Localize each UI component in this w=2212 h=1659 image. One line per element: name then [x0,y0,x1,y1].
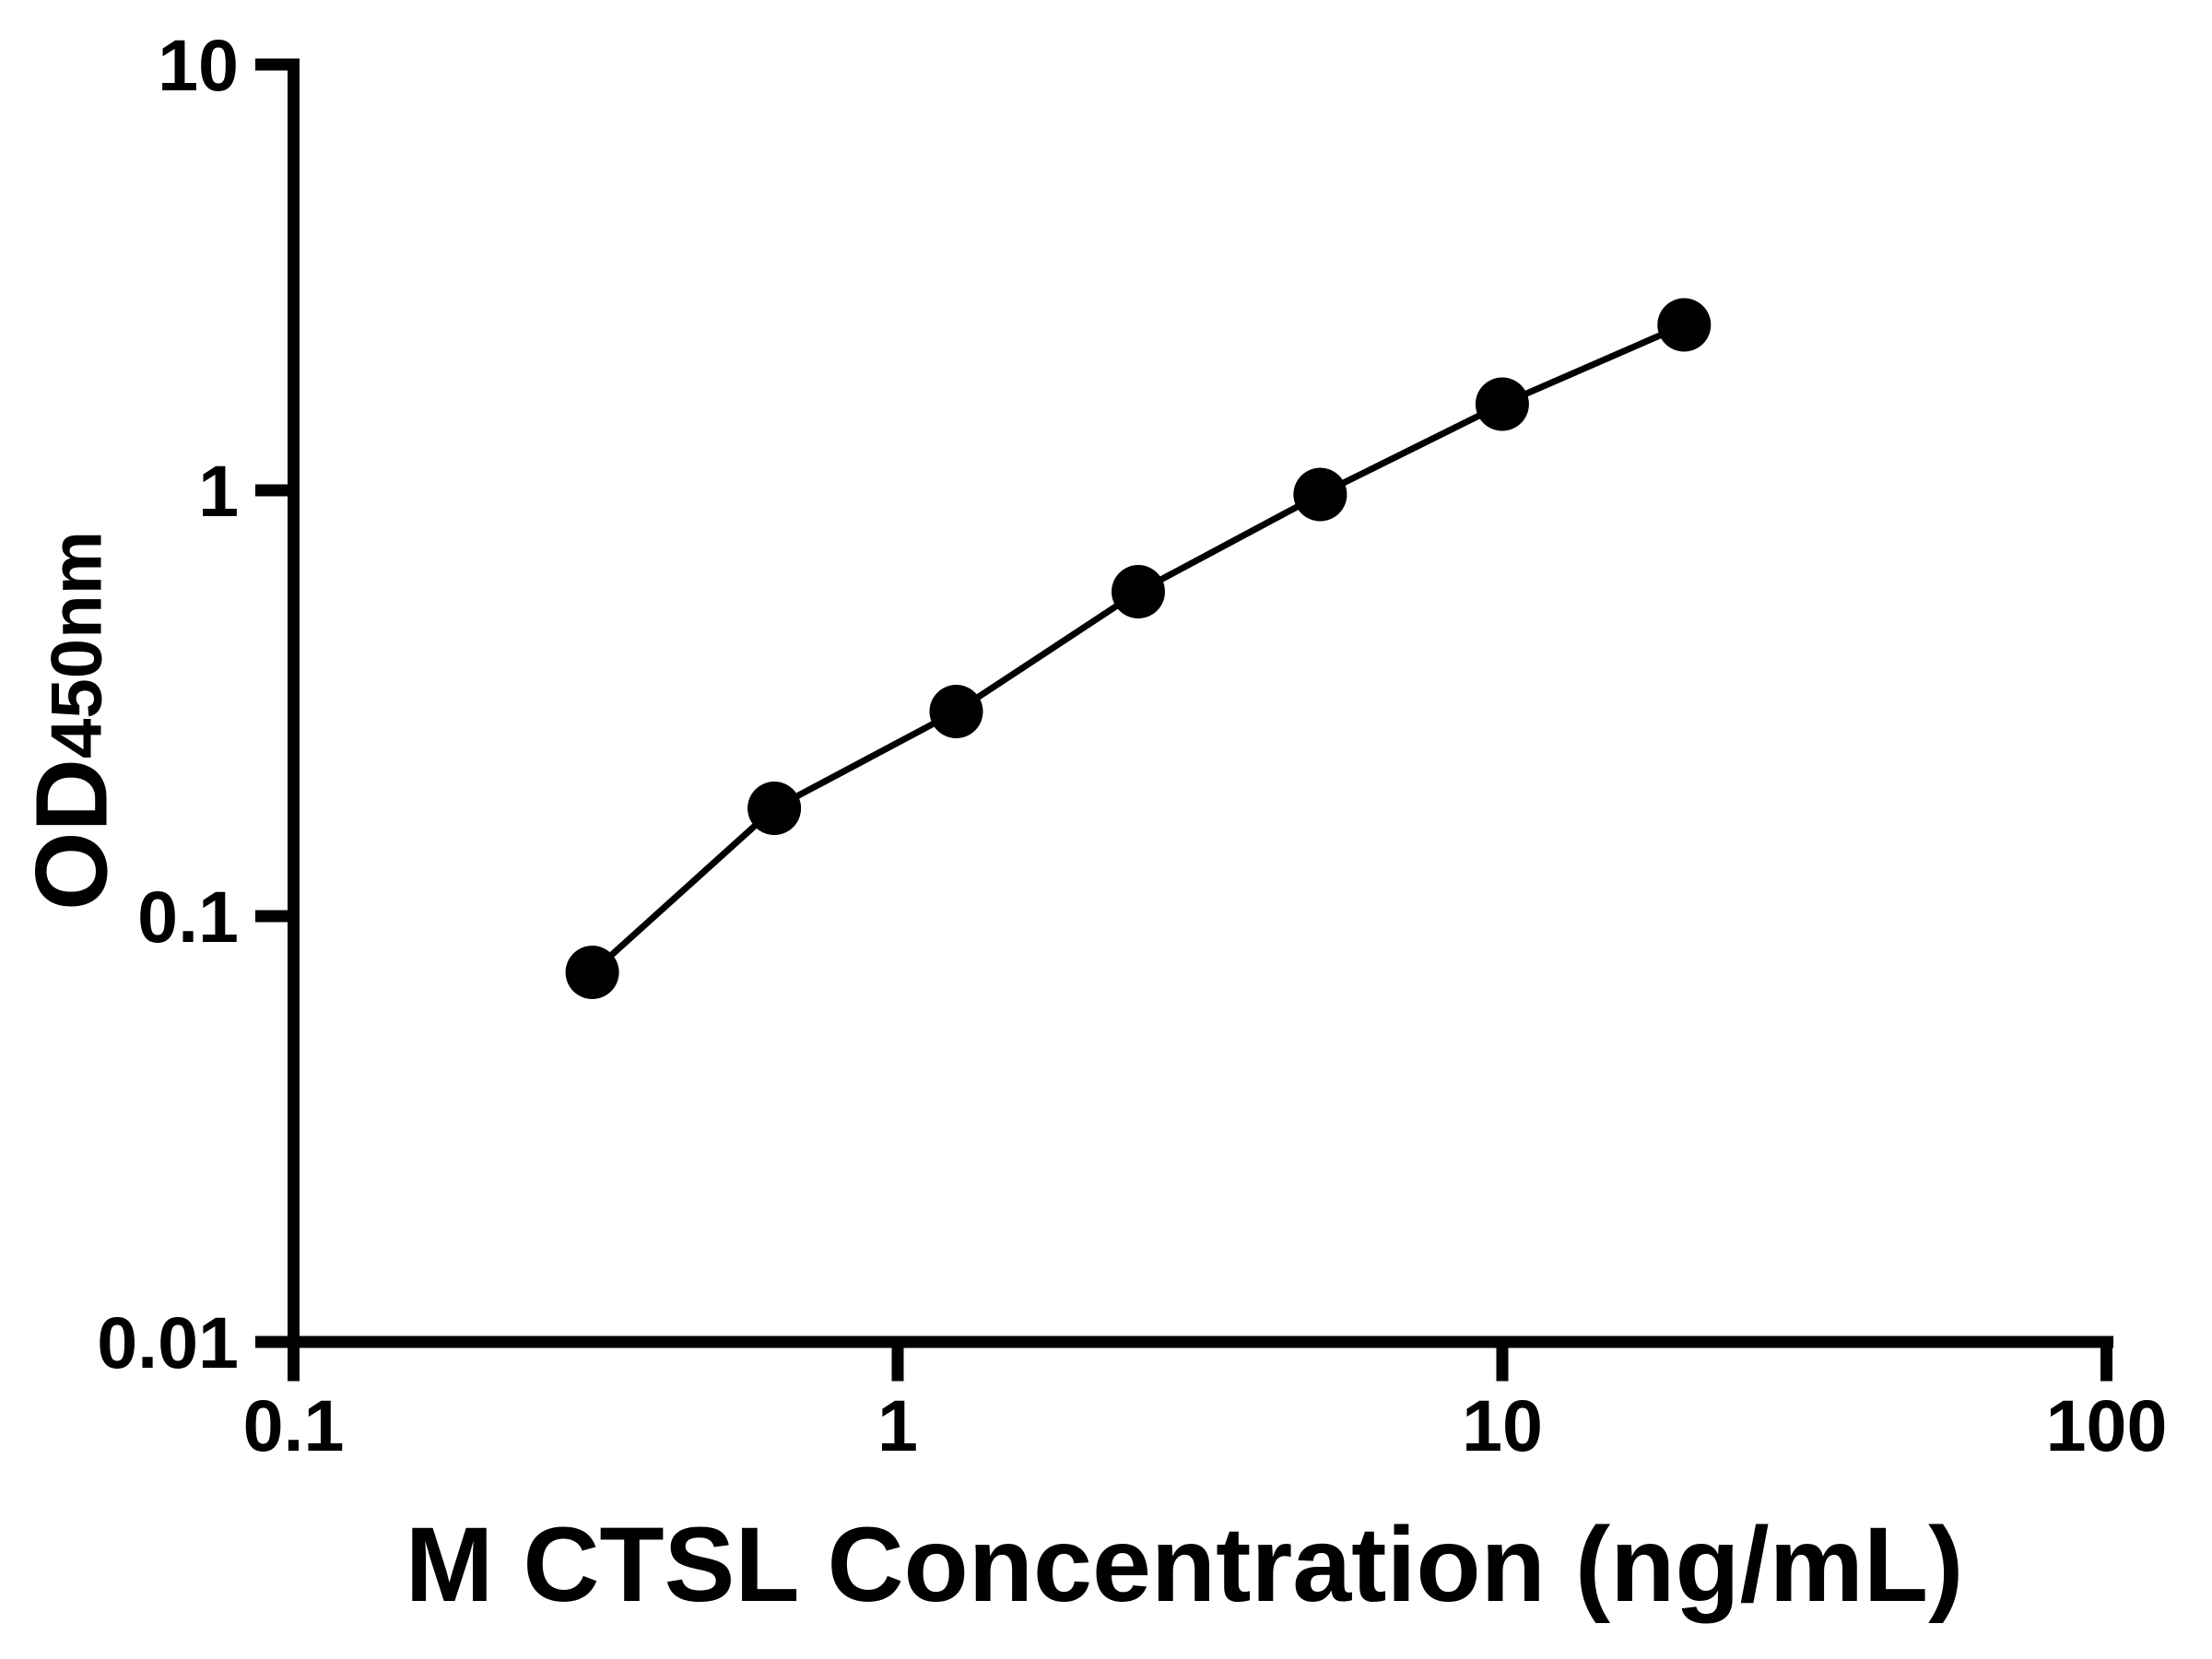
svg-text:100: 100 [2046,1384,2168,1466]
svg-text:10: 10 [1462,1384,1543,1466]
svg-text:1: 1 [877,1384,918,1466]
svg-text:0.1: 0.1 [137,876,239,958]
svg-text:10: 10 [158,24,239,106]
svg-text:0.1: 0.1 [243,1384,345,1466]
svg-text:M CTSL Concentration (ng/mL): M CTSL Concentration (ng/mL) [406,1506,1964,1624]
svg-text:1: 1 [198,450,239,532]
svg-text:OD450nm: OD450nm [16,531,129,911]
svg-text:0.01: 0.01 [97,1301,239,1383]
